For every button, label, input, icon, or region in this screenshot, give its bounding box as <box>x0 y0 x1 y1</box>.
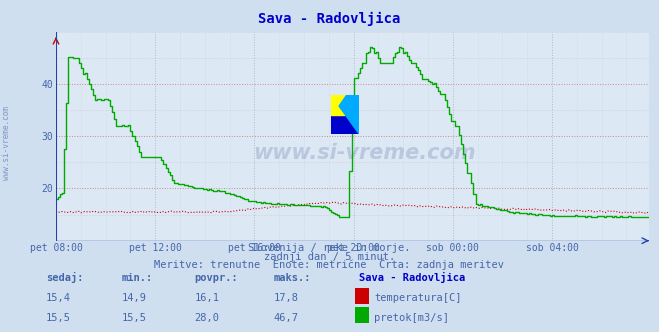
Text: 46,7: 46,7 <box>273 313 299 323</box>
Text: 14,9: 14,9 <box>122 293 147 303</box>
Polygon shape <box>331 95 359 134</box>
Text: pretok[m3/s]: pretok[m3/s] <box>374 313 449 323</box>
Text: zadnji dan / 5 minut.: zadnji dan / 5 minut. <box>264 252 395 262</box>
Polygon shape <box>331 95 345 115</box>
Text: www.si-vreme.com: www.si-vreme.com <box>253 143 476 163</box>
Text: sedaj:: sedaj: <box>46 272 84 283</box>
Text: 28,0: 28,0 <box>194 313 219 323</box>
Text: 15,5: 15,5 <box>46 313 71 323</box>
Bar <box>331 95 345 115</box>
Text: maks.:: maks.: <box>273 273 311 283</box>
Text: Sava - Radovljica: Sava - Radovljica <box>359 272 465 283</box>
Text: 15,4: 15,4 <box>46 293 71 303</box>
Text: min.:: min.: <box>122 273 153 283</box>
Text: 17,8: 17,8 <box>273 293 299 303</box>
Text: www.si-vreme.com: www.si-vreme.com <box>2 106 11 180</box>
Text: 16,1: 16,1 <box>194 293 219 303</box>
Text: Slovenija / reke in morje.: Slovenija / reke in morje. <box>248 243 411 253</box>
Text: Sava - Radovljica: Sava - Radovljica <box>258 12 401 26</box>
Text: Meritve: trenutne  Enote: metrične  Črta: zadnja meritev: Meritve: trenutne Enote: metrične Črta: … <box>154 258 505 270</box>
Text: temperatura[C]: temperatura[C] <box>374 293 462 303</box>
Text: povpr.:: povpr.: <box>194 273 238 283</box>
Text: 15,5: 15,5 <box>122 313 147 323</box>
